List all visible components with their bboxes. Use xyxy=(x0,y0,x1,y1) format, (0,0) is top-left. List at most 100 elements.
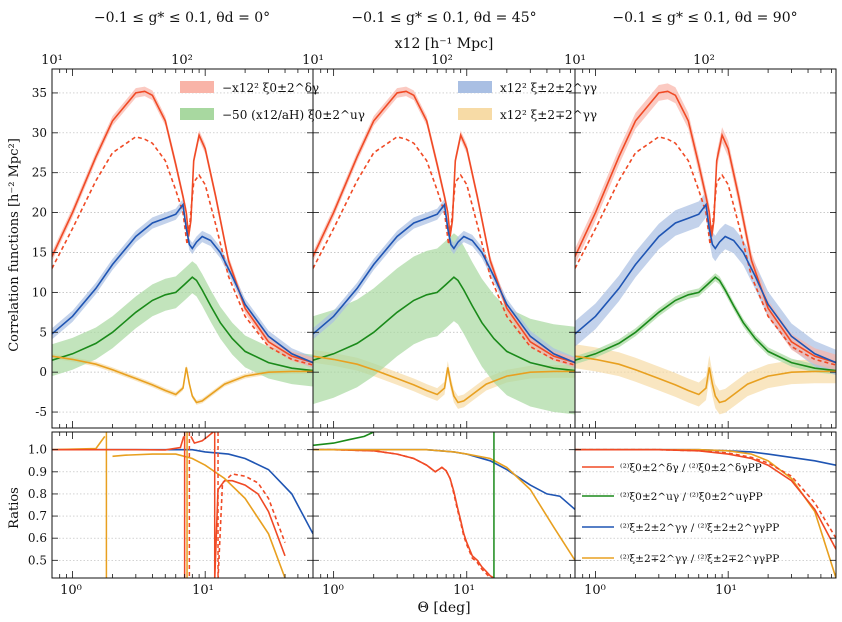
upper-series-group-1 xyxy=(52,86,313,413)
upper-ytick-label: 30 xyxy=(32,126,47,140)
panel-title-2: −0.1 ≤ g* ≤ 0.1, θd = 45° xyxy=(351,10,536,26)
upper-series-group-2 xyxy=(313,86,575,415)
lower-ytick-label: 0.7 xyxy=(28,509,47,523)
top-axis-label: x12 [h⁻¹ Mpc] xyxy=(395,36,494,52)
red-correlation-line xyxy=(313,90,575,364)
x-axis-label: Θ [deg] xyxy=(417,600,470,616)
upper-panel-1: -5 0 5 10 15 20 25 30 35 xyxy=(32,68,314,429)
bottom-tick-p1-10: 10¹ xyxy=(192,583,214,598)
blue-correlation-line xyxy=(52,202,313,364)
top-tick-p2-100: 10² xyxy=(431,53,453,68)
upper-ytick-label: 10 xyxy=(32,285,47,299)
blue-correlation-line xyxy=(575,202,836,364)
upper-ytick-label: 25 xyxy=(32,166,47,180)
ratio-legend-label-orange: ⁽²⁾ξ±2∓2^γγ / ⁽²⁾ξ±2∓2^γγPP xyxy=(620,553,779,565)
red-dashed-correlation-line xyxy=(575,135,836,366)
red-dashed-correlation-line xyxy=(313,135,575,366)
ratio-legend-label-green: ⁽²⁾ξ0±2^uγ / ⁽²⁾ξ0±2^uγPP xyxy=(620,491,763,503)
lower-ytick-label: 0.5 xyxy=(28,553,47,567)
bottom-tick-p1-1: 10⁰ xyxy=(60,583,82,598)
orange-correlation-line xyxy=(52,355,313,404)
top-tick-p3-100: 10² xyxy=(693,53,715,68)
upper-ytick-label: 20 xyxy=(32,206,47,220)
plot-area: -5 0 5 10 15 20 25 30 35 0.5 0.6 0.7 0.8 0.9 1.0 xyxy=(28,68,837,579)
lower-series-group-1 xyxy=(52,432,313,578)
lower-frame xyxy=(574,431,837,579)
bottom-tick-p3-1: 10⁰ xyxy=(584,583,606,598)
upper-ytick-label: 35 xyxy=(32,86,47,100)
legend-label-red: −x12² ξ0±2^δγ xyxy=(222,81,319,95)
legend-swatch-blue-band xyxy=(458,81,492,93)
red-ratio-line xyxy=(575,448,836,550)
red-dashed-ratio-line xyxy=(313,448,492,578)
blue-correlation-line xyxy=(313,202,575,364)
green-uncertainty-band xyxy=(52,261,313,387)
lower-y-label: Ratios xyxy=(7,487,22,529)
lower-panel-1: 0.5 0.6 0.7 0.8 0.9 1.0 xyxy=(28,431,314,579)
red-uncertainty-band xyxy=(52,86,313,368)
upper-legend-left: −x12² ξ0±2^δγ −50 (x12/aH) ξ0±2^uγ xyxy=(180,81,365,122)
upper-series-group-3 xyxy=(575,83,836,415)
lower-ytick-label: 0.9 xyxy=(28,465,47,479)
top-tick-p1-10: 10¹ xyxy=(41,53,63,68)
red-correlation-line xyxy=(52,90,313,364)
upper-ytick-label: 15 xyxy=(32,245,47,259)
orange-ratio-line xyxy=(112,453,286,578)
upper-panel-3 xyxy=(574,68,837,429)
upper-panel-2 xyxy=(312,68,576,429)
panel-title-3: −0.1 ≤ g* ≤ 0.1, θd = 90° xyxy=(612,10,797,26)
red-ratio-line xyxy=(52,436,185,451)
legend-swatch-green-band xyxy=(180,108,214,120)
upper-ytick-label: 0 xyxy=(39,365,47,379)
top-tick-p1-100: 10² xyxy=(171,53,193,68)
green-correlation-line xyxy=(52,276,313,372)
top-tick-p2-10: 10¹ xyxy=(302,53,324,68)
green-ratio-line xyxy=(313,432,375,447)
upper-legend-middle: x12² ξ±2±2^γγ x12² ξ±2∓2^γγ xyxy=(458,81,597,122)
red-ratio-line xyxy=(313,448,495,578)
legend-label-orange: x12² ξ±2∓2^γγ xyxy=(500,108,597,122)
green-uncertainty-band xyxy=(575,273,836,375)
bottom-tick-p2-1: 10⁰ xyxy=(322,583,344,598)
lower-series-group-2 xyxy=(313,432,575,578)
orange-ratio-line xyxy=(313,448,575,561)
blue-ratio-line xyxy=(313,448,575,511)
orange-uncertainty-band xyxy=(575,344,836,415)
red-dashed-correlation-line xyxy=(52,135,313,366)
legend-swatch-orange-band xyxy=(458,108,492,120)
green-correlation-line xyxy=(313,276,575,372)
upper-y-label: Correlation functions [h⁻² Mpc²] xyxy=(7,138,22,352)
orange-correlation-line xyxy=(575,355,836,404)
lower-frame xyxy=(312,431,576,579)
legend-label-green: −50 (x12/aH) ξ0±2^uγ xyxy=(222,108,365,122)
red-dashed-ratio-line xyxy=(217,473,286,578)
blue-ratio-line xyxy=(52,448,313,535)
lower-frame xyxy=(51,431,314,579)
orange-correlation-line xyxy=(313,355,575,404)
upper-frame xyxy=(574,68,837,429)
lower-panel-2 xyxy=(312,431,576,579)
lower-ytick-label: 0.8 xyxy=(28,487,47,501)
lower-ytick-label: 0.6 xyxy=(28,531,47,545)
red-dashed-ratio-line xyxy=(575,448,836,539)
ratio-legend-label-blue: ⁽²⁾ξ±2±2^γγ / ⁽²⁾ξ±2±2^γγPP xyxy=(620,522,779,534)
lower-series-group-3 xyxy=(575,448,836,578)
green-correlation-line xyxy=(575,276,836,372)
upper-ytick-label: -5 xyxy=(35,405,47,419)
panel-title-1: −0.1 ≤ g* ≤ 0.1, θd = 0° xyxy=(94,10,270,26)
legend-label-blue: x12² ξ±2±2^γγ xyxy=(500,81,597,95)
lower-legend: ⁽²⁾ξ0±2^δγ / ⁽²⁾ξ0±2^δγPP ⁽²⁾ξ0±2^uγ / ⁽… xyxy=(582,462,779,565)
bottom-tick-p3-10: 10¹ xyxy=(715,583,737,598)
lower-panel-3 xyxy=(574,431,837,579)
red-correlation-line xyxy=(575,90,836,364)
lower-ytick-label: 1.0 xyxy=(28,443,47,457)
orange-ratio-line xyxy=(52,435,106,451)
green-uncertainty-band xyxy=(313,233,575,415)
ratio-legend-label-red: ⁽²⁾ξ0±2^δγ / ⁽²⁾ξ0±2^δγPP xyxy=(620,462,762,474)
legend-swatch-red-band xyxy=(180,81,214,93)
top-tick-p3-10: 10¹ xyxy=(564,53,586,68)
red-ratio-line xyxy=(213,479,286,578)
upper-ytick-label: 5 xyxy=(39,325,47,339)
bottom-tick-p2-10: 10¹ xyxy=(453,583,475,598)
